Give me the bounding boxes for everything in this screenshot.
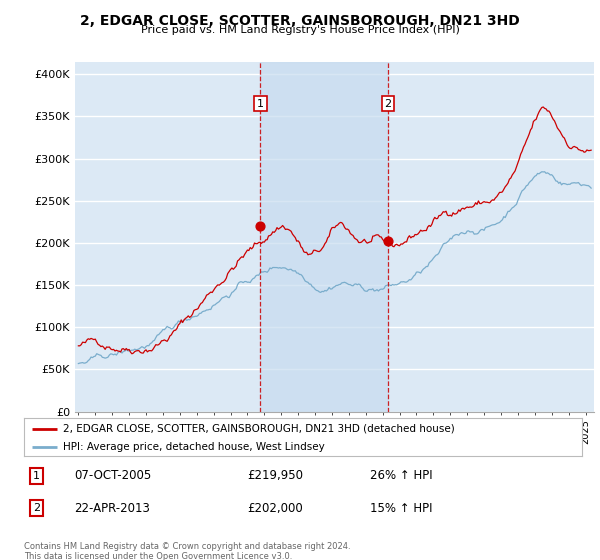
Bar (260, 62, 388, 412)
Text: 07-OCT-2005: 07-OCT-2005 (74, 469, 151, 482)
Text: 26% ↑ HPI: 26% ↑ HPI (370, 469, 433, 482)
Point (383, 237, 393, 246)
Point (256, 222, 265, 231)
Text: £219,950: £219,950 (247, 469, 303, 482)
Text: Contains HM Land Registry data © Crown copyright and database right 2024.
This d: Contains HM Land Registry data © Crown c… (24, 542, 350, 560)
Text: 2, EDGAR CLOSE, SCOTTER, GAINSBOROUGH, DN21 3HD: 2, EDGAR CLOSE, SCOTTER, GAINSBOROUGH, D… (80, 14, 520, 28)
Text: HPI: Average price, detached house, West Lindsey: HPI: Average price, detached house, West… (63, 442, 325, 452)
Text: 15% ↑ HPI: 15% ↑ HPI (370, 502, 433, 515)
Text: 2: 2 (385, 99, 391, 109)
Text: £202,000: £202,000 (247, 502, 303, 515)
Text: 2, EDGAR CLOSE, SCOTTER, GAINSBOROUGH, DN21 3HD (detached house): 2, EDGAR CLOSE, SCOTTER, GAINSBOROUGH, D… (63, 423, 455, 433)
Text: 2: 2 (33, 503, 40, 514)
Text: 1: 1 (257, 99, 264, 109)
Text: Price paid vs. HM Land Registry's House Price Index (HPI): Price paid vs. HM Land Registry's House … (140, 25, 460, 35)
Text: 22-APR-2013: 22-APR-2013 (74, 502, 150, 515)
Text: 1: 1 (33, 471, 40, 481)
